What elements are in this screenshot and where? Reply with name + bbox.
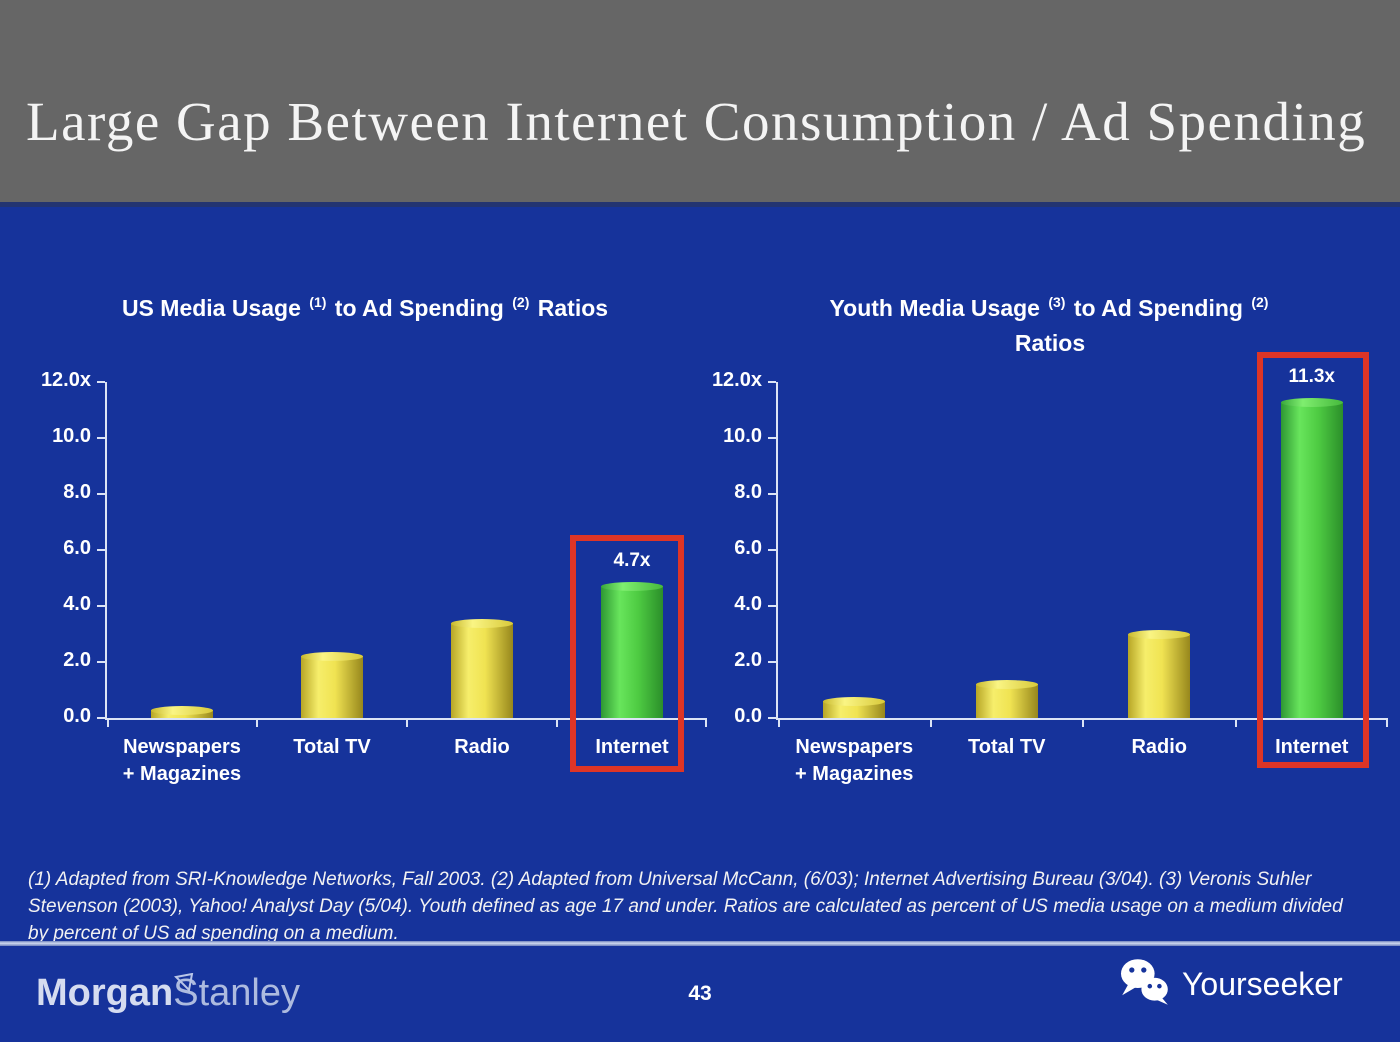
slide-title: Large Gap Between Internet Consumption /…: [26, 91, 1367, 152]
y-axis-label: 2.0: [734, 649, 762, 671]
footnote-ref: (3): [1048, 294, 1066, 310]
category-label-line: Newspapers: [795, 736, 914, 758]
bar-value-label: 4.7x: [613, 550, 651, 572]
category-label-line: Internet: [1275, 736, 1349, 758]
bar-internet: [1280, 397, 1343, 718]
chart-title-us: US Media Usage (1) to Ad Spending (2) Ra…: [60, 292, 670, 327]
footnote-ref: (1): [309, 294, 327, 310]
y-axis-label: 12.0x: [711, 369, 762, 391]
category-label-line: + Magazines: [122, 763, 242, 785]
wechat-icon: [1118, 958, 1172, 1011]
x-axis-tick: [1082, 720, 1084, 727]
y-axis-label: 4.0: [63, 593, 91, 615]
x-axis-tick: [406, 720, 408, 727]
x-axis-tick: [1234, 720, 1237, 727]
chart-title-text: to Ad Spending: [328, 295, 511, 321]
y-axis-label: 10.0: [723, 425, 762, 447]
x-axis-tick: [256, 720, 258, 727]
y-axis-tick: [97, 549, 105, 551]
category-label-line: Radio: [1131, 736, 1188, 758]
y-axis-tick: [768, 437, 776, 439]
category-label-internet: Internet: [547, 734, 717, 761]
category-label-line: Newspapers: [123, 736, 241, 758]
bar-total-tv: [301, 652, 363, 718]
title-band-shadow: [0, 202, 1400, 207]
bar-internet: [601, 582, 663, 718]
footnote: (1) Adapted from SRI-Knowledge Networks,…: [28, 866, 1378, 947]
bar-radio: [451, 618, 513, 718]
youth-chart-plot: 12.0x 10.0 8.0 6.0 4.0 2.0 0.0 Newspapers + Maga…: [712, 366, 1388, 785]
y-axis-label: 6.0: [734, 537, 762, 559]
footnote-line: Stevenson (2003), Yahoo! Analyst Day (5/…: [28, 896, 1343, 917]
category-label-internet: Internet: [1227, 734, 1397, 761]
y-axis-label: 10.0: [52, 425, 91, 447]
brand-name-light: Stanley: [173, 972, 300, 1014]
y-axis-tick: [768, 605, 776, 607]
category-label-radio: Radio: [397, 734, 567, 761]
chart-title-text: Ratios: [1014, 330, 1086, 356]
chart-title-text: Ratios: [531, 295, 609, 321]
footer-divider: [0, 941, 1400, 946]
y-axis-label: 8.0: [63, 481, 91, 503]
y-axis-tick: [97, 381, 105, 383]
category-label-line: Internet: [595, 736, 669, 758]
x-axis-tick: [778, 720, 780, 727]
category-label-newspapers-magazines: Newspapers + Magazines: [97, 734, 267, 788]
chart-title-text: US Media Usage: [121, 295, 308, 321]
category-label-line: Total TV: [293, 736, 371, 758]
y-axis-tick: [97, 493, 105, 495]
y-axis-label: 6.0: [63, 537, 91, 559]
y-axis-tick: [97, 717, 105, 719]
bar-radio: [1128, 630, 1191, 718]
y-axis-label: 0.0: [734, 705, 762, 727]
category-label-total-tv: Total TV: [247, 734, 417, 761]
category-label-radio: Radio: [1074, 734, 1244, 761]
category-label-line: + Magazines: [795, 763, 914, 785]
y-axis-tick: [97, 661, 105, 663]
x-axis-tick: [556, 720, 558, 727]
page-number: 43: [688, 982, 712, 1005]
y-axis-label: 2.0: [63, 649, 91, 671]
y-axis-tick: [768, 549, 776, 551]
category-label-newspapers-magazines: Newspapers + Magazines: [769, 734, 939, 788]
triangle-flag-icon: [173, 960, 194, 1003]
x-axis-tick: [705, 720, 707, 727]
y-axis-tick: [97, 437, 105, 439]
highlight-box-internet-youth: [1257, 352, 1369, 768]
chart-title-youth: Youth Media Usage (3) to Ad Spending (2)…: [790, 292, 1310, 359]
highlight-box-internet-us: [570, 535, 684, 772]
x-axis-tick: [107, 720, 109, 727]
y-axis-label: 12.0x: [40, 369, 91, 391]
footnote-ref: (2): [1251, 294, 1269, 310]
footnote-ref: (2): [512, 294, 530, 310]
y-axis-tick: [97, 605, 105, 607]
bar-value-label: 11.3x: [1288, 365, 1336, 387]
us-chart-plot: 12.0x 10.0 8.0 6.0 4.0 2.0 0.0 Newspapers + Maga…: [41, 369, 707, 785]
chart-title-text: to Ad Spending: [1067, 295, 1250, 321]
brand-name-bold: Morgan: [36, 972, 174, 1014]
category-label-line: Total TV: [968, 736, 1046, 758]
chart-title-text: Youth Media Usage: [829, 295, 1047, 321]
bar-newspapers-magazines: [823, 697, 886, 718]
y-axis-tick: [768, 493, 776, 495]
y-axis-label: 4.0: [734, 593, 762, 615]
title-band: [0, 0, 1400, 202]
watermark-text: Yourseeker: [1182, 966, 1343, 1002]
x-axis-tick: [929, 720, 932, 727]
footnote-line: by percent of US ad spending on a medium…: [28, 923, 399, 944]
y-axis-tick: [768, 717, 776, 719]
y-axis-tick: [768, 661, 776, 663]
footnote-line: (1) Adapted from SRI-Knowledge Networks,…: [28, 869, 1312, 890]
watermark: Yourseeker: [1118, 958, 1343, 1011]
bar-newspapers-magazines: [151, 705, 213, 718]
y-axis-label: 8.0: [734, 481, 762, 503]
x-axis-tick: [1386, 720, 1388, 727]
morgan-stanley-logo: Morgan Stanley: [36, 972, 300, 1015]
y-axis-label: 0.0: [63, 705, 91, 727]
category-label-line: Radio: [454, 736, 510, 758]
bar-total-tv: [975, 680, 1038, 718]
y-axis-tick: [768, 381, 776, 383]
category-label-total-tv: Total TV: [922, 734, 1092, 761]
